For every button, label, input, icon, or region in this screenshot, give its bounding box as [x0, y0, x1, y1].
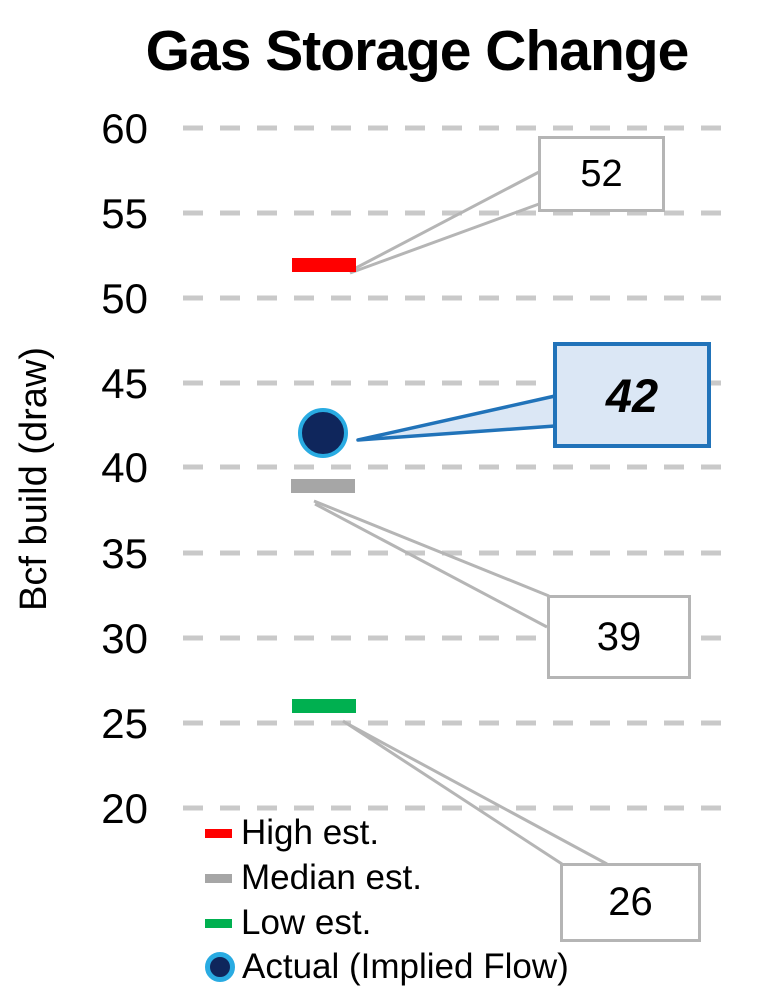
- y-tick-30: 30: [101, 615, 148, 662]
- legend-item-actual: Actual (Implied Flow): [205, 945, 569, 989]
- actual-legend-swatch: [205, 952, 235, 982]
- low-estimate-callout: 26: [560, 863, 701, 942]
- leader-lines: [313, 170, 608, 866]
- median-estimate-value: 39: [596, 614, 642, 659]
- y-tick-20: 20: [101, 785, 148, 832]
- legend-item-low: Low est.: [205, 901, 371, 945]
- gridlines: [183, 125, 723, 811]
- high-estimate-marker: [292, 258, 356, 272]
- actual-value-marker: [298, 408, 348, 458]
- y-tick-35: 35: [101, 530, 148, 577]
- leader-line-low-2: [345, 721, 608, 866]
- legend-label-actual: Actual (Implied Flow): [242, 947, 569, 986]
- y-tick-45: 45: [101, 360, 148, 407]
- chart-title: Gas Storage Change: [145, 19, 690, 83]
- legend-label-median: Median est.: [241, 858, 422, 897]
- median-estimate-callout: 39: [547, 595, 691, 679]
- y-tick-55: 55: [101, 190, 148, 237]
- y-tick-60: 60: [101, 105, 148, 152]
- y-tick-40: 40: [101, 444, 148, 491]
- leader-line-median-1: [313, 499, 550, 598]
- high-estimate-callout: 52: [538, 136, 665, 212]
- high-estimate-legend-swatch: [205, 828, 232, 838]
- leader-line-low-1: [342, 719, 563, 866]
- median-estimate-marker: [291, 479, 355, 493]
- median-estimate-legend-swatch: [205, 873, 232, 883]
- y-tick-50: 50: [101, 275, 148, 322]
- high-estimate-value: 52: [580, 152, 623, 195]
- legend-label-low: Low est.: [241, 903, 372, 942]
- low-estimate-value: 26: [608, 880, 653, 924]
- low-estimate-marker: [292, 699, 356, 713]
- leader-line-high-1: [351, 170, 540, 272]
- leader-line-median-2: [314, 502, 548, 629]
- legend-item-median: Median est.: [205, 856, 422, 900]
- legend-label-high: High est.: [241, 813, 380, 852]
- legend-item-high: High est.: [205, 811, 379, 855]
- low-estimate-legend-swatch: [205, 918, 232, 928]
- actual-callout-pointer: [356, 394, 557, 442]
- actual-value-callout: 42: [553, 342, 711, 448]
- actual-value: 42: [605, 368, 659, 422]
- leader-line-high-2: [349, 202, 540, 275]
- y-tick-25: 25: [101, 700, 148, 747]
